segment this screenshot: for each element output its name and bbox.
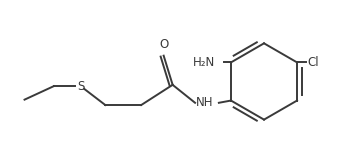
Text: NH: NH (196, 96, 213, 109)
Text: O: O (159, 38, 168, 51)
Text: H₂N: H₂N (193, 56, 215, 69)
Text: S: S (77, 80, 84, 93)
Text: Cl: Cl (307, 56, 318, 69)
